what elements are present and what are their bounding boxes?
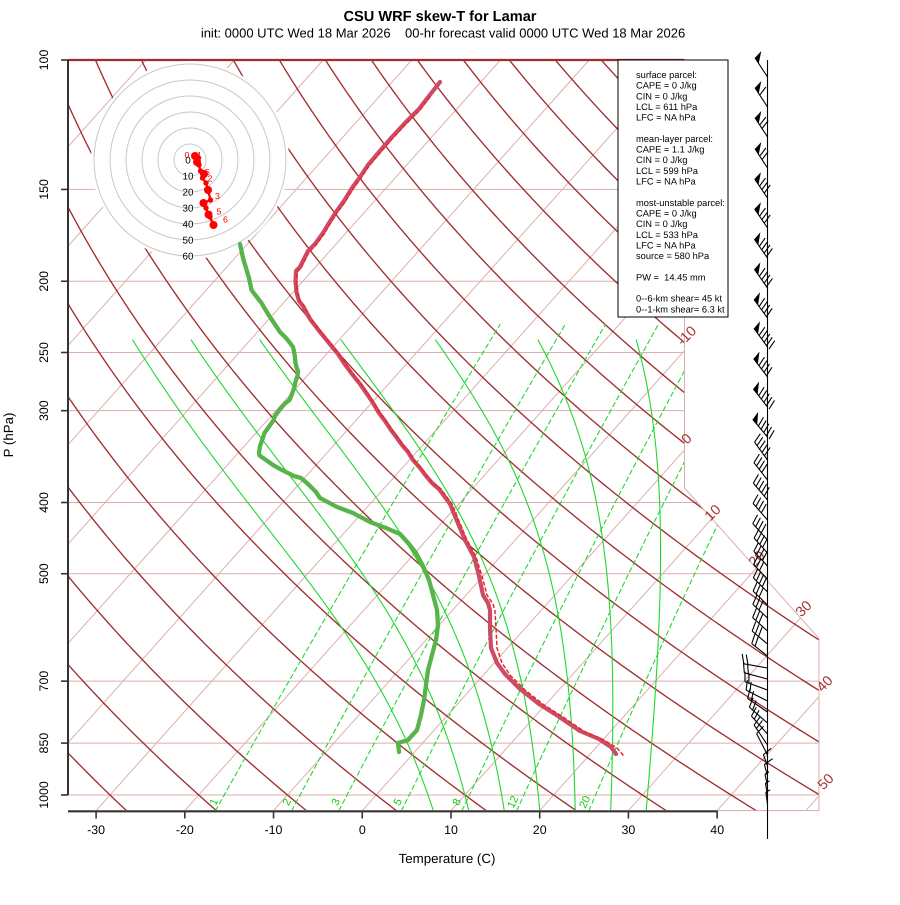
svg-text:LCL = 533 hPa: LCL = 533 hPa: [636, 230, 699, 240]
svg-text:-10: -10: [265, 823, 283, 837]
svg-text:init: 0000 UTC Wed 18 Mar 2026: init: 0000 UTC Wed 18 Mar 2026 00-hr for…: [201, 26, 685, 41]
svg-text:CSU WRF skew-T for Lamar: CSU WRF skew-T for Lamar: [344, 9, 537, 25]
svg-text:400: 400: [37, 492, 51, 513]
svg-text:CIN = 0 J/kg: CIN = 0 J/kg: [636, 219, 687, 229]
svg-text:150: 150: [37, 179, 51, 200]
svg-text:0: 0: [359, 823, 366, 837]
svg-text:20: 20: [183, 188, 194, 199]
svg-text:300: 300: [37, 400, 51, 421]
svg-text:CAPE = 0 J/kg: CAPE = 0 J/kg: [636, 81, 697, 91]
svg-text:mean-layer parcel:: mean-layer parcel:: [636, 134, 713, 144]
svg-text:LFC = NA hPa: LFC = NA hPa: [636, 240, 697, 250]
svg-text:0--6-km shear= 45 kt: 0--6-km shear= 45 kt: [636, 294, 722, 304]
svg-text:LCL = 611 hPa: LCL = 611 hPa: [636, 102, 698, 112]
svg-text:source = 580 hPa: source = 580 hPa: [636, 251, 710, 261]
svg-text:30: 30: [183, 204, 194, 215]
svg-text:most-unstable parcel:: most-unstable parcel:: [636, 198, 725, 208]
svg-text:6: 6: [223, 215, 228, 225]
svg-text:LFC = NA hPa: LFC = NA hPa: [636, 113, 697, 123]
svg-text:50: 50: [183, 236, 194, 247]
svg-text:P (hPa): P (hPa): [1, 413, 16, 458]
svg-text:10: 10: [183, 172, 194, 183]
svg-text:-20: -20: [176, 823, 194, 837]
svg-text:500: 500: [37, 563, 51, 584]
svg-text:surface parcel:: surface parcel:: [636, 70, 697, 80]
svg-text:100: 100: [37, 50, 51, 71]
svg-text:CIN = 0 J/kg: CIN = 0 J/kg: [636, 155, 687, 165]
svg-text:40: 40: [183, 220, 194, 231]
svg-text:PW = 14.45 mm: PW = 14.45 mm: [636, 272, 706, 282]
svg-text:CAPE = 0 J/kg: CAPE = 0 J/kg: [636, 209, 697, 219]
svg-text:LCL = 599 hPa: LCL = 599 hPa: [636, 166, 699, 176]
svg-text:1000: 1000: [37, 781, 51, 809]
svg-text:Temperature (C): Temperature (C): [399, 851, 496, 866]
svg-text:2: 2: [208, 174, 213, 184]
svg-text:3: 3: [215, 191, 220, 201]
svg-text:CIN = 0 J/kg: CIN = 0 J/kg: [636, 91, 687, 101]
svg-text:40: 40: [710, 823, 724, 837]
svg-text:0: 0: [185, 150, 190, 160]
svg-text:1: 1: [197, 150, 202, 160]
svg-text:10: 10: [444, 823, 458, 837]
svg-text:250: 250: [37, 342, 51, 363]
svg-text:0--1-km shear= 6.3 kt: 0--1-km shear= 6.3 kt: [636, 304, 725, 314]
svg-text:20: 20: [533, 823, 547, 837]
svg-text:5: 5: [217, 207, 222, 217]
svg-text:CAPE = 1.1 J/kg: CAPE = 1.1 J/kg: [636, 145, 704, 155]
svg-text:-30: -30: [87, 823, 105, 837]
svg-text:850: 850: [37, 733, 51, 754]
svg-text:30: 30: [622, 823, 636, 837]
svg-text:700: 700: [37, 671, 51, 692]
svg-text:LFC = NA hPa: LFC = NA hPa: [636, 177, 697, 187]
svg-text:60: 60: [183, 252, 194, 263]
svg-text:200: 200: [37, 271, 51, 292]
